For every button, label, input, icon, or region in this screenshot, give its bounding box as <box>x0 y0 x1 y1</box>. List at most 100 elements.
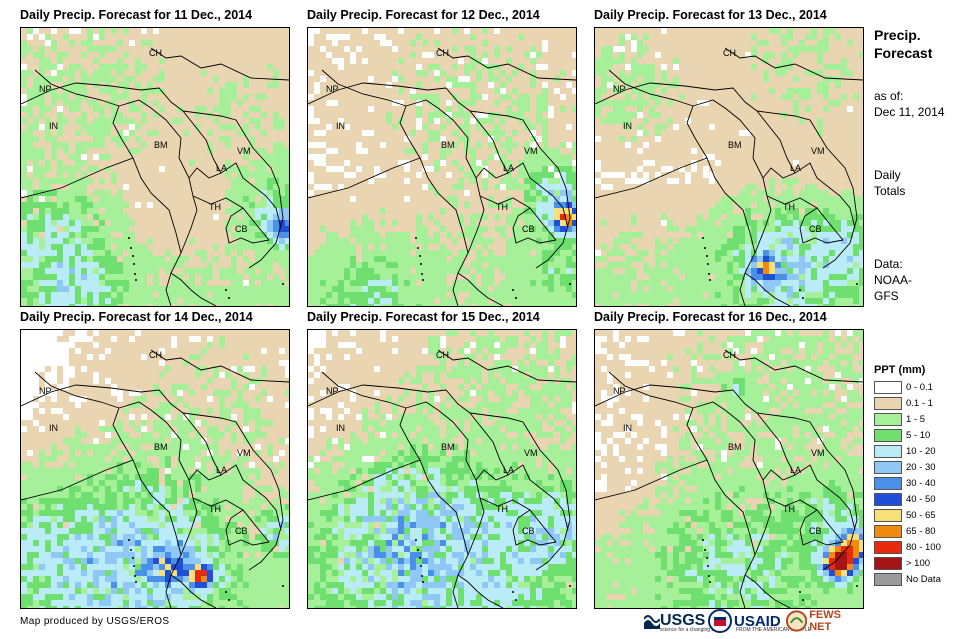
precip-cell <box>201 274 207 280</box>
precip-cell <box>129 148 135 154</box>
precip-cell <box>69 82 75 88</box>
precip-cell <box>494 262 500 268</box>
precip-cell <box>835 64 841 70</box>
precip-cell <box>219 220 225 226</box>
precip-cell <box>249 220 255 226</box>
precip-cell <box>536 286 542 292</box>
precip-cell <box>338 52 344 58</box>
precip-cell <box>129 208 135 214</box>
precip-cell <box>87 190 93 196</box>
precip-cell <box>147 46 153 52</box>
precip-cell <box>613 52 619 58</box>
precip-cell <box>350 256 356 262</box>
precip-cell <box>476 46 482 52</box>
precip-cell <box>207 178 213 184</box>
precip-cell <box>697 130 703 136</box>
precip-cell <box>566 226 572 232</box>
precip-cell <box>63 160 69 166</box>
precip-cell <box>273 208 279 214</box>
precip-cell <box>285 166 289 172</box>
precip-cell <box>601 76 607 82</box>
precip-cell <box>99 58 105 64</box>
precip-cell <box>667 34 673 40</box>
precip-cell <box>625 112 631 118</box>
precip-cell <box>69 256 75 262</box>
precip-cell <box>661 46 667 52</box>
precip-cell <box>434 232 440 238</box>
precip-cell <box>601 64 607 70</box>
precip-cell <box>398 88 404 94</box>
precip-cell <box>255 268 261 274</box>
precip-cell <box>542 256 548 262</box>
precip-cell <box>207 202 213 208</box>
precip-cell <box>207 124 213 130</box>
precip-cell <box>237 154 243 160</box>
precip-cell <box>619 76 625 82</box>
precip-cell <box>805 100 811 106</box>
precip-cell <box>267 88 273 94</box>
precip-cell <box>33 232 39 238</box>
precip-cell <box>452 244 458 250</box>
precip-cell <box>631 100 637 106</box>
precip-cell <box>805 106 811 112</box>
precip-cell <box>213 118 219 124</box>
precip-cell <box>512 292 518 298</box>
precip-cell <box>410 34 416 40</box>
precip-cell <box>769 112 775 118</box>
precip-cell <box>440 256 446 262</box>
precip-cell <box>338 76 344 82</box>
precip-cell <box>763 46 769 52</box>
precip-cell <box>476 124 482 130</box>
precip-cell <box>643 40 649 46</box>
precip-cell <box>33 124 39 130</box>
precip-cell <box>601 52 607 58</box>
precip-cell <box>410 292 416 298</box>
precip-cell <box>793 58 799 64</box>
precip-cell <box>554 256 560 262</box>
precip-cell <box>572 166 576 172</box>
precip-cell <box>841 106 847 112</box>
precip-cell <box>57 262 63 268</box>
precip-cell <box>380 76 386 82</box>
precip-cell <box>446 202 452 208</box>
precip-cell <box>679 58 685 64</box>
precip-cell <box>93 142 99 148</box>
precip-cell <box>57 280 63 286</box>
precip-cell <box>506 274 512 280</box>
precip-cell <box>470 88 476 94</box>
precip-cell <box>99 208 105 214</box>
precip-cell <box>661 58 667 64</box>
precip-cell <box>691 64 697 70</box>
precip-cell <box>362 142 368 148</box>
precip-cell <box>374 142 380 148</box>
precip-cell <box>500 94 506 100</box>
precip-cell <box>81 292 87 298</box>
precip-cell <box>350 298 356 304</box>
precip-cell <box>470 76 476 82</box>
precip-cell <box>81 202 87 208</box>
precip-cell <box>165 58 171 64</box>
precip-cell <box>368 172 374 178</box>
precip-cell <box>757 82 763 88</box>
precip-cell <box>488 28 494 34</box>
precip-cell <box>422 238 428 244</box>
precip-cell <box>398 52 404 58</box>
precip-cell <box>607 40 613 46</box>
precip-cell <box>685 46 691 52</box>
precip-cell <box>452 118 458 124</box>
precip-cell <box>374 184 380 190</box>
precip-cell <box>566 28 572 34</box>
precip-cell <box>153 52 159 58</box>
precip-cell <box>165 250 171 256</box>
precip-cell <box>225 244 231 250</box>
precip-cell <box>380 112 386 118</box>
precip-cell <box>841 64 847 70</box>
precip-cell <box>261 280 267 286</box>
precip-cell <box>207 268 213 274</box>
precip-cell <box>33 226 39 232</box>
precip-cell <box>45 298 51 304</box>
precip-cell <box>153 304 159 306</box>
precip-cell <box>548 244 554 250</box>
precip-cell <box>494 52 500 58</box>
precip-cell <box>171 172 177 178</box>
